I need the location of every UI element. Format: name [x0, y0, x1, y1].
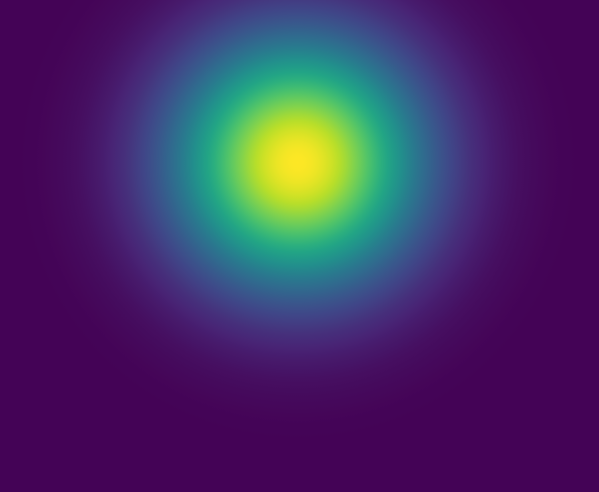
heatmap-chart: [0, 0, 599, 492]
heatmap-plot-area: [0, 0, 599, 492]
heatmap-cells: [0, 0, 599, 492]
heatmap-gaussian-peak: [0, 0, 599, 492]
